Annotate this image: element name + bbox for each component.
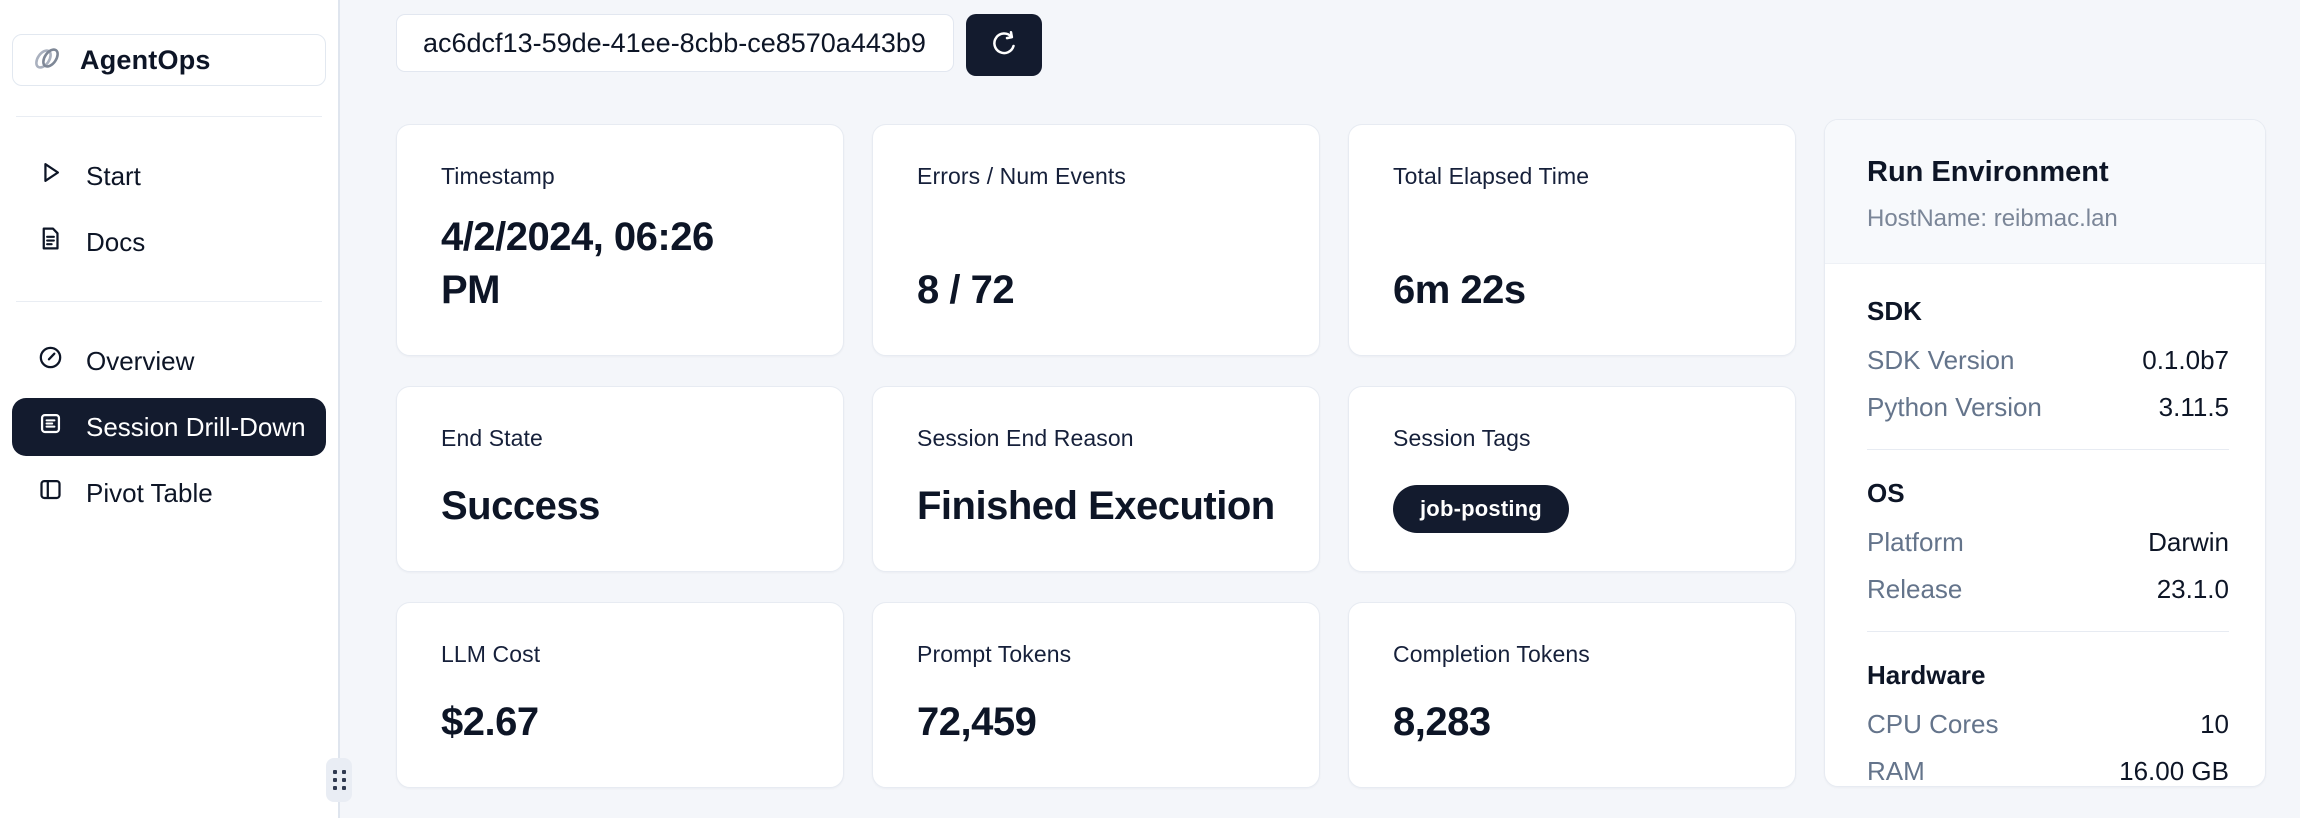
env-row-value: 16.00 GB <box>2119 756 2229 786</box>
env-row: Platform Darwin <box>1867 527 2229 558</box>
env-row-label: SDK Version <box>1867 345 2015 375</box>
env-row: CPU Cores 10 <box>1867 709 2229 740</box>
stat-label: Session End Reason <box>917 425 1134 451</box>
play-icon <box>37 159 64 193</box>
list-box-icon <box>37 410 64 444</box>
section-divider <box>1867 449 2229 450</box>
logo-label: AgentOps <box>80 44 211 75</box>
stat-value: 6m 22s <box>1393 267 1526 312</box>
env-row-label: RAM <box>1867 756 1925 786</box>
drag-dots-icon <box>332 770 346 790</box>
env-row: Python Version 3.11.5 <box>1867 392 2229 423</box>
sidebar-item-session-drill-down[interactable]: Session Drill-Down <box>12 398 326 456</box>
env-row-label: Release <box>1867 574 1963 604</box>
stat-label: Session Tags <box>1393 425 1531 451</box>
sidebar-item-label: Overview <box>86 345 195 376</box>
refresh-button[interactable] <box>966 14 1042 76</box>
env-row-value: 23.1.0 <box>2156 574 2229 604</box>
env-row-value: 10 <box>2200 709 2229 739</box>
sidebar-item-label: Start <box>86 160 141 191</box>
stat-label: Prompt Tokens <box>917 641 1072 667</box>
stat-label: Errors / Num Events <box>917 163 1126 189</box>
env-row: RAM 16.00 GB <box>1867 756 2229 786</box>
stat-label: Completion Tokens <box>1393 641 1590 667</box>
stat-card-session-tags: Session Tags job-posting <box>1348 386 1796 572</box>
logo[interactable]: AgentOps <box>12 34 326 86</box>
stat-card-prompt-tokens: Prompt Tokens 72,459 <box>872 602 1320 788</box>
run-environment-panel: Run Environment HostName: reibmac.lan SD… <box>1824 119 2266 787</box>
stat-value: $2.67 <box>441 699 539 744</box>
sidebar-item-docs[interactable]: Docs <box>12 213 326 271</box>
session-tag-badge[interactable]: job-posting <box>1393 485 1569 533</box>
sidebar-item-start[interactable]: Start <box>12 147 326 205</box>
sidebar: AgentOps Start Docs Overview <box>0 0 352 818</box>
dashboard-content: Timestamp 4/2/2024, 06:26 PM Errors / Nu… <box>396 119 2267 788</box>
sidebar-item-label: Pivot Table <box>86 477 213 508</box>
stat-card-end-reason: Session End Reason Finished Execution <box>872 386 1320 572</box>
env-row: SDK Version 0.1.0b7 <box>1867 345 2229 376</box>
stat-label: Timestamp <box>441 163 555 189</box>
sidebar-item-label: Docs <box>86 226 146 257</box>
panel-title: Run Environment <box>1867 156 2109 188</box>
env-row-value: 0.1.0b7 <box>2142 345 2229 375</box>
session-id-input[interactable] <box>396 14 954 72</box>
pivot-layout-icon <box>37 476 64 510</box>
stat-value: 4/2/2024, 06:26 PM <box>441 214 714 312</box>
stat-value: 8 / 72 <box>917 267 1015 312</box>
session-toolbar <box>396 14 2267 76</box>
sidebar-resize-handle[interactable] <box>326 758 352 802</box>
paperclip-logo-icon <box>29 40 65 81</box>
env-row-label: Platform <box>1867 527 1964 557</box>
sidebar-divider <box>16 301 322 302</box>
tag-row: job-posting <box>1393 485 1751 533</box>
env-row-label: CPU Cores <box>1867 709 1999 739</box>
env-row-value: 3.11.5 <box>2158 392 2229 422</box>
section-divider <box>1867 631 2229 632</box>
stat-card-elapsed-time: Total Elapsed Time 6m 22s <box>1348 124 1796 356</box>
section-heading-os: OS <box>1867 478 1905 508</box>
section-heading-hardware: Hardware <box>1867 660 1986 690</box>
run-environment-header: Run Environment HostName: reibmac.lan <box>1825 120 2265 264</box>
sidebar-item-pivot-table[interactable]: Pivot Table <box>12 464 326 522</box>
run-environment-body: SDK SDK Version 0.1.0b7 Python Version 3… <box>1825 264 2265 786</box>
env-row-value: Darwin <box>2148 527 2229 557</box>
section-heading-sdk: SDK <box>1867 296 1922 326</box>
stat-value: Success <box>441 483 600 528</box>
hostname-text: HostName: reibmac.lan <box>1867 205 2118 232</box>
gauge-icon <box>37 344 64 378</box>
stat-card-end-state: End State Success <box>396 386 844 572</box>
stat-card-completion-tokens: Completion Tokens 8,283 <box>1348 602 1796 788</box>
stat-label: Total Elapsed Time <box>1393 163 1590 189</box>
stat-value: 8,283 <box>1393 699 1491 744</box>
stat-card-llm-cost: LLM Cost $2.67 <box>396 602 844 788</box>
document-icon <box>37 225 64 259</box>
stat-value: Finished Execution <box>917 483 1275 528</box>
stat-value: 72,459 <box>917 699 1037 744</box>
sidebar-item-label: Session Drill-Down <box>86 411 306 442</box>
env-row-label: Python Version <box>1867 392 2042 422</box>
sidebar-divider <box>16 116 322 117</box>
stat-card-errors: Errors / Num Events 8 / 72 <box>872 124 1320 356</box>
stat-card-timestamp: Timestamp 4/2/2024, 06:26 PM <box>396 124 844 356</box>
stats-grid: Timestamp 4/2/2024, 06:26 PM Errors / Nu… <box>396 124 1796 788</box>
stat-label: End State <box>441 425 543 451</box>
sidebar-item-overview[interactable]: Overview <box>12 332 326 390</box>
main-content: Timestamp 4/2/2024, 06:26 PM Errors / Nu… <box>340 0 2300 818</box>
stat-label: LLM Cost <box>441 641 541 667</box>
env-row: Release 23.1.0 <box>1867 574 2229 605</box>
refresh-icon <box>989 29 1019 62</box>
